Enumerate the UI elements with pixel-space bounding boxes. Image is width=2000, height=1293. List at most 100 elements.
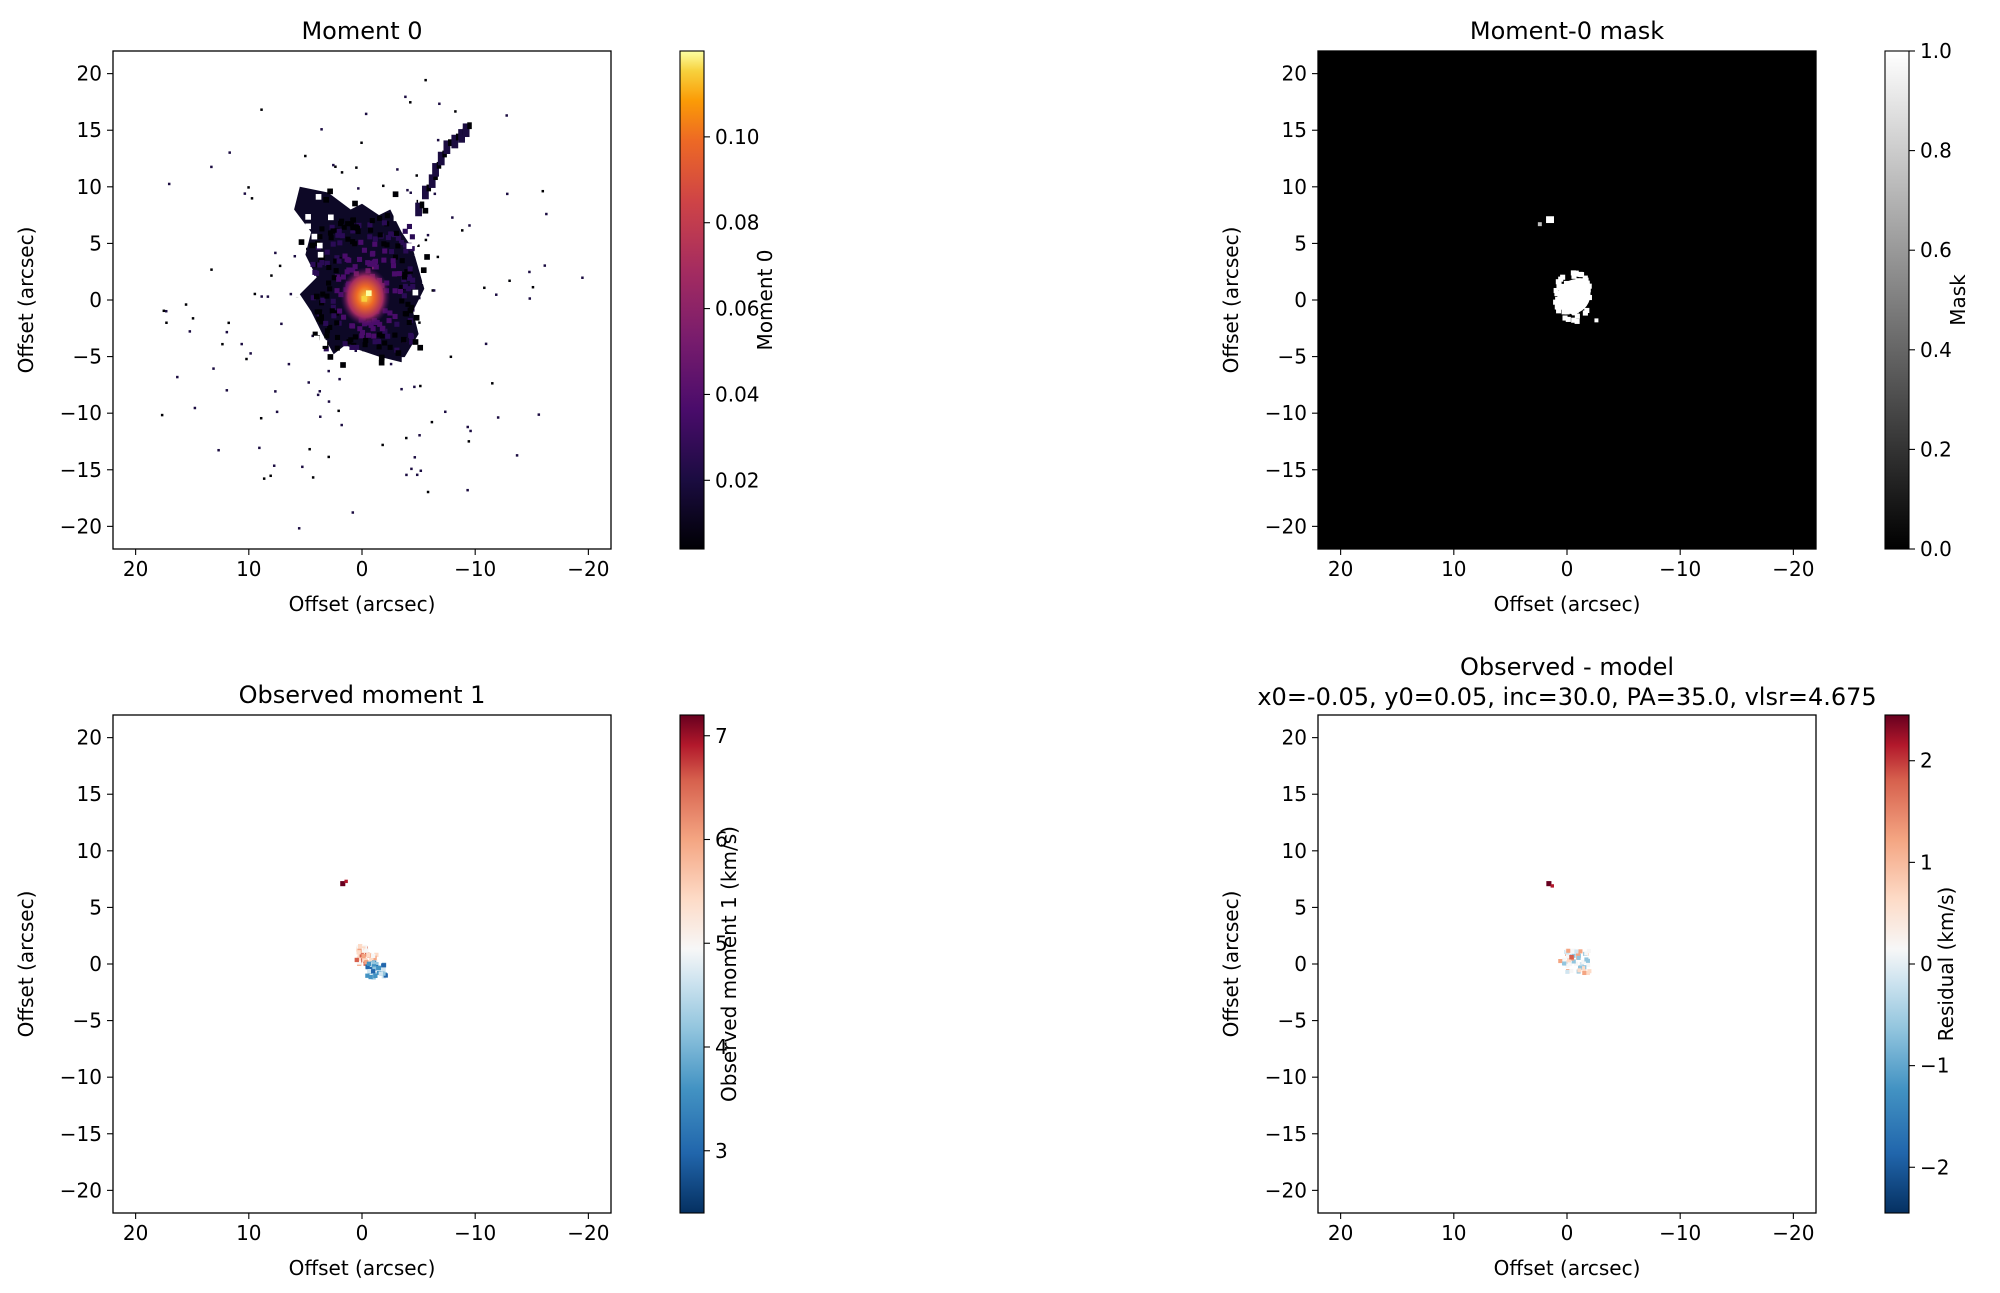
cloud-pixel [340, 274, 346, 280]
noise-pixel [396, 168, 399, 171]
noise-pixel [334, 165, 337, 168]
colorbar-label: Observed moment 1 (km/s) [717, 826, 741, 1102]
moment1-pixel [376, 965, 381, 971]
cloud-edge-pixel [407, 307, 414, 314]
y-tick-label: 20 [1282, 62, 1307, 86]
cloud-pixel [374, 319, 380, 326]
x-tick-label: −10 [1659, 557, 1701, 581]
noise-pixel [327, 455, 330, 459]
filament-pixel [415, 202, 422, 217]
cloud-edge-pixel [393, 215, 400, 222]
y-tick-label: 0 [89, 288, 102, 312]
noise-pixel [225, 330, 229, 334]
noise-pixel [505, 114, 508, 117]
mask-pixel [1558, 276, 1564, 282]
cloud-pixel [324, 328, 331, 334]
residual-pixel [1576, 955, 1581, 960]
noise-pixel [466, 425, 469, 429]
colorbar-tick-label: 0.8 [1920, 139, 1952, 163]
cloud-pixel [409, 246, 415, 252]
moment1-pixel [381, 963, 387, 968]
moment1-pixel [356, 960, 362, 965]
cloud-pixel [409, 234, 415, 240]
cloud-edge-pixel [425, 333, 431, 339]
colorbar-label: Mask [1946, 274, 1970, 326]
cloud-pixel [387, 310, 393, 316]
residual-knot [1550, 884, 1554, 888]
cloud-edge-pixel [400, 336, 407, 343]
cloud-edge-pixel [424, 254, 430, 260]
x-axis-label: Offset (arcsec) [1494, 592, 1641, 616]
cloud-pixel [367, 234, 373, 240]
noise-pixel [188, 330, 192, 333]
noise-pixel [508, 279, 511, 283]
residual-pixel [1565, 953, 1570, 959]
residual-pixel [1569, 968, 1574, 973]
moment1-pixel [365, 964, 370, 970]
cloud-pixel [336, 276, 342, 282]
noise-pixel [419, 469, 423, 473]
cloud-pixel [376, 344, 382, 350]
x-tick-label: 10 [236, 1221, 261, 1245]
noise-pixel [217, 448, 220, 452]
noise-pixel [245, 357, 248, 361]
cloud-pixel [312, 331, 318, 337]
moment1-pixel [366, 961, 372, 966]
cloud-pixel [318, 314, 324, 320]
cloud-edge-pixel [395, 350, 402, 356]
moment1-pixel [371, 953, 376, 959]
cloud-pixel [339, 233, 345, 239]
noise-pixel [308, 447, 311, 451]
cloud-pixel [390, 263, 397, 269]
noise-pixel [258, 446, 261, 450]
cloud-pixel [356, 222, 362, 228]
x-axis-label: Offset (arcsec) [289, 592, 436, 616]
cloud-edge-pixel [323, 196, 329, 203]
colorbar-tick-label: 7 [715, 724, 728, 748]
cloud-pixel [369, 260, 375, 266]
noise-pixel [528, 297, 532, 300]
y-tick-label: −10 [60, 401, 102, 425]
noise-pixel [418, 434, 421, 437]
cloud-pixel [331, 275, 337, 281]
noise-pixel [364, 112, 368, 116]
y-tick-label: 10 [1282, 175, 1307, 199]
cloud-edge-pixel [415, 354, 421, 361]
noise-pixel [436, 255, 440, 259]
colorbar-mask [1885, 51, 1909, 549]
colorbar-tick-label: 1 [1920, 850, 1933, 874]
y-tick-label: 5 [89, 231, 102, 255]
noise-pixel [541, 189, 545, 193]
residual-knot [1546, 881, 1552, 887]
cloud-edge-pixel [316, 242, 323, 249]
cloud-pixel [377, 215, 383, 221]
residual-pixel [1571, 948, 1576, 953]
moment1-pixel [361, 954, 366, 959]
cloud-pixel [319, 255, 325, 261]
colorbar-tick-label: −1 [1920, 1054, 1949, 1078]
mask-pixel [1556, 308, 1562, 314]
mask-core [1557, 279, 1591, 315]
noise-pixel [316, 393, 320, 397]
y-tick-label: −10 [60, 1065, 102, 1089]
moment1-knot [344, 879, 348, 884]
noise-pixel [468, 224, 471, 227]
cloud-edge-pixel [328, 214, 334, 221]
moment1-pixel [370, 961, 376, 966]
noise-pixel [332, 163, 335, 167]
colorbar-tick-label: 1.0 [1920, 39, 1952, 63]
noise-pixel [165, 321, 168, 324]
x-tick-label: 10 [1441, 557, 1466, 581]
moment1-pixel [381, 971, 386, 976]
y-tick-label: −15 [60, 1122, 102, 1146]
cloud-pixel [345, 236, 351, 242]
noise-pixel [160, 413, 164, 417]
cloud-pixel [354, 344, 360, 350]
cloud-edge-pixel [422, 207, 429, 214]
y-tick-label: −5 [73, 1009, 102, 1033]
cloud-pixel [397, 288, 404, 295]
noise-pixel [297, 527, 301, 530]
cloud-pixel [395, 235, 401, 241]
cloud-edge-pixel [412, 339, 419, 345]
cloud-edge-pixel [412, 289, 419, 296]
